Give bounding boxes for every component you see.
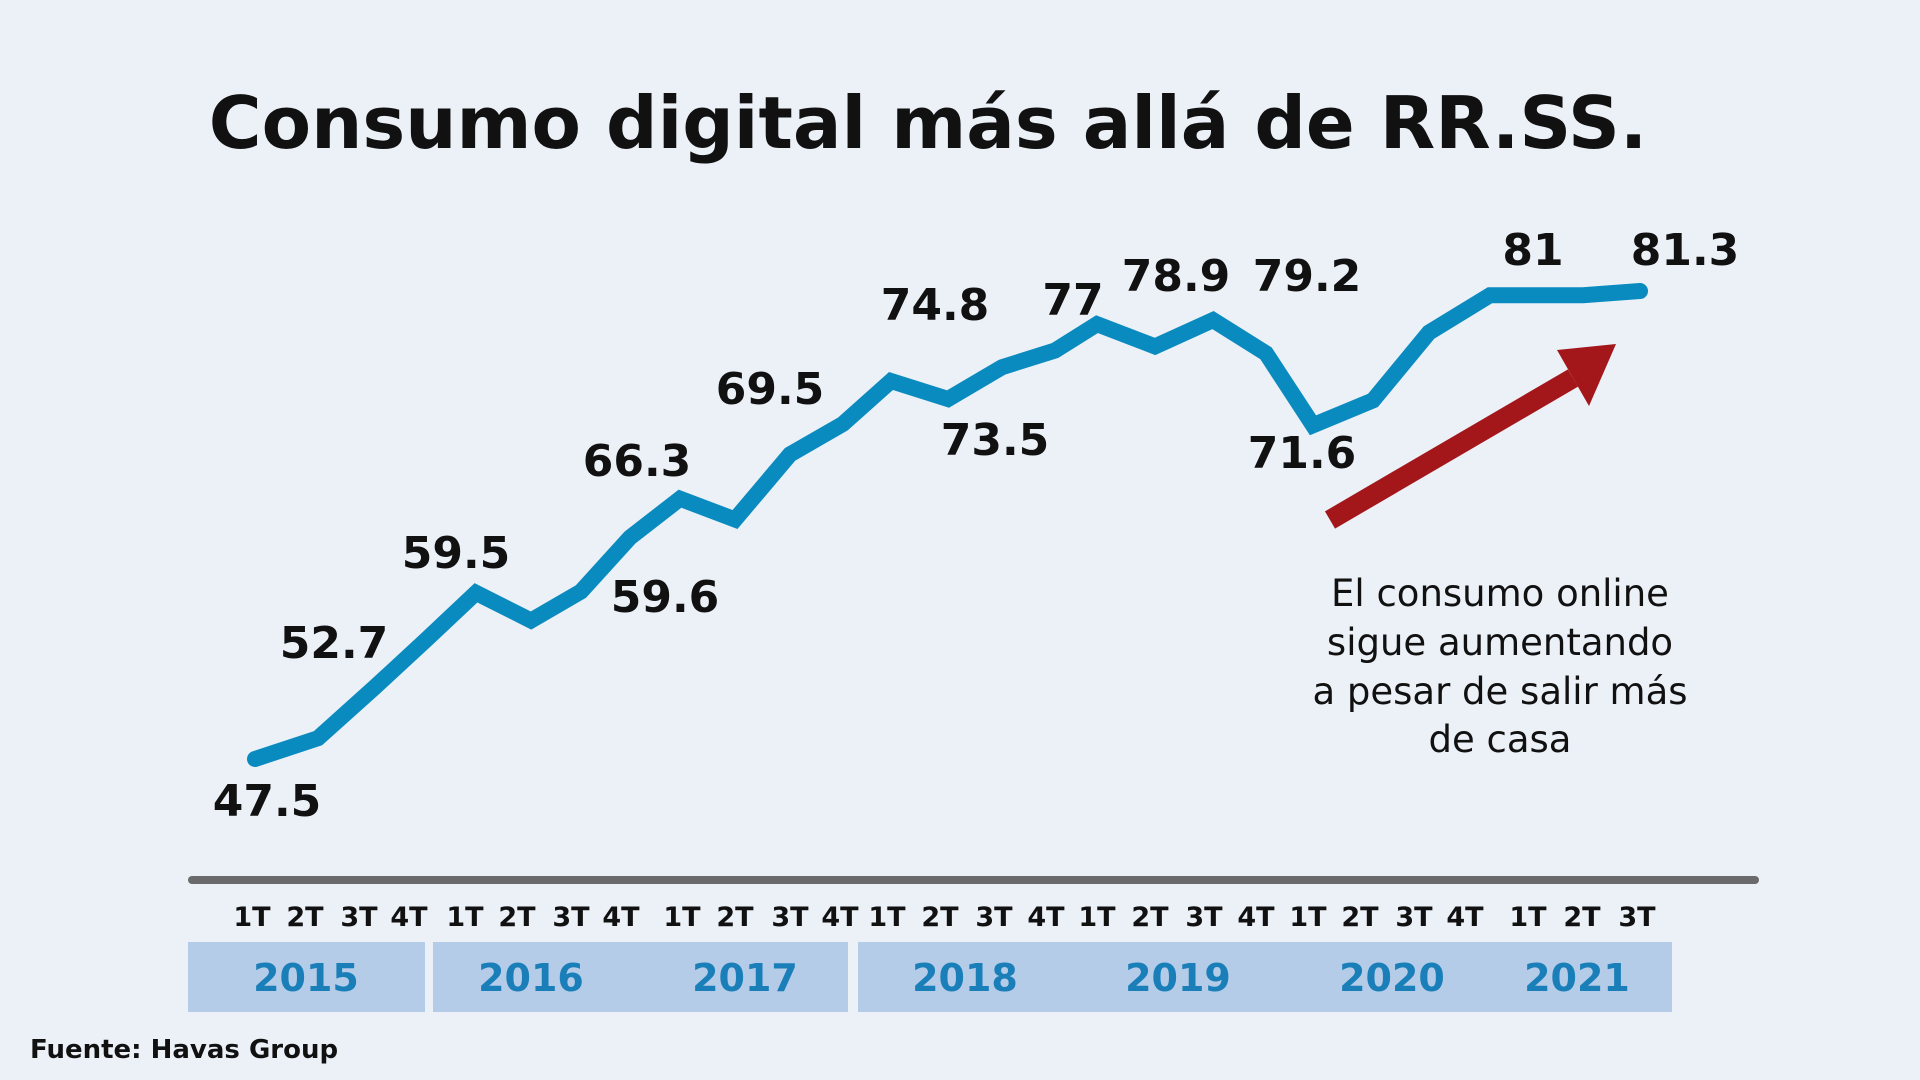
- data-label-26: 81.3: [1631, 225, 1740, 276]
- year-label-2021: 2021: [1524, 956, 1630, 1000]
- quarter-label-6: 3T: [552, 902, 590, 933]
- year-band-1: [433, 942, 848, 1012]
- quarter-label-26: 3T: [1618, 902, 1656, 933]
- data-label-24: 81: [1502, 225, 1563, 276]
- data-label-18: 79.2: [1253, 251, 1362, 302]
- quarter-label-3: 4T: [390, 902, 428, 933]
- year-label-2020: 2020: [1339, 956, 1445, 1000]
- quarter-label-9: 2T: [716, 902, 754, 933]
- trend-arrow-shaft: [1324, 369, 1579, 529]
- trend-arrow-head: [1557, 344, 1616, 406]
- quarter-label-19: 4T: [1237, 902, 1275, 933]
- quarter-label-11: 4T: [821, 902, 859, 933]
- data-label-16: 78.9: [1122, 251, 1231, 302]
- source-note: Fuente: Havas Group: [30, 1035, 338, 1065]
- quarter-label-10: 3T: [771, 902, 809, 933]
- data-label-12: 74.8: [881, 280, 990, 331]
- quarter-label-7: 4T: [602, 902, 640, 933]
- quarter-label-5: 2T: [498, 902, 536, 933]
- quarter-label-13: 2T: [921, 902, 959, 933]
- year-bands: 2015 2016 2017 2018 2019 2020 2021: [188, 942, 1672, 1012]
- quarter-label-14: 3T: [975, 902, 1013, 933]
- data-label-20: 71.6: [1248, 428, 1357, 479]
- annotation-line-3: a pesar de salir más: [1312, 670, 1687, 713]
- quarter-label-15: 4T: [1027, 902, 1065, 933]
- data-label-13: 73.5: [941, 415, 1050, 466]
- data-label-6: 59.6: [611, 572, 720, 623]
- year-label-2019: 2019: [1125, 956, 1231, 1000]
- data-label-0: 47.5: [213, 776, 322, 827]
- year-band-2: [858, 942, 1672, 1012]
- quarter-label-24: 1T: [1509, 902, 1547, 933]
- quarter-label-16: 1T: [1078, 902, 1116, 933]
- data-label-2: 52.7: [280, 618, 389, 669]
- quarter-label-12: 1T: [868, 902, 906, 933]
- quarter-label-2: 3T: [340, 902, 378, 933]
- year-label-2015: 2015: [253, 956, 359, 1000]
- quarter-label-21: 2T: [1341, 902, 1379, 933]
- quarter-label-17: 2T: [1131, 902, 1169, 933]
- series-group: [247, 283, 1648, 767]
- quarter-label-20: 1T: [1289, 902, 1327, 933]
- chart-title: Consumo digital más allá de RR.SS.: [209, 81, 1647, 165]
- annotation-line-1: El consumo online: [1331, 572, 1669, 615]
- data-label-10: 69.5: [716, 364, 825, 415]
- year-label-2016: 2016: [478, 956, 584, 1000]
- quarter-label-25: 2T: [1563, 902, 1601, 933]
- trend-arrow: [1324, 344, 1616, 529]
- quarter-label-22: 3T: [1395, 902, 1433, 933]
- year-label-2018: 2018: [912, 956, 1018, 1000]
- annotation-line-2: sigue aumentando: [1327, 621, 1673, 664]
- year-band-0: [188, 942, 425, 1012]
- quarter-label-18: 3T: [1185, 902, 1223, 933]
- quarter-label-0: 1T: [233, 902, 271, 933]
- data-labels: 47.5 52.7 59.5 59.6 66.3 69.5 74.8 73.5 77 78.9 79…: [213, 225, 1740, 827]
- data-label-4: 59.5: [402, 528, 511, 579]
- quarter-labels: 1T 2T 3T 4T 1T 2T 3T 4T 1T 2T 3T 4T 1T 2T 3T 4T 1T 2T 3T 4T…: [233, 902, 1656, 933]
- quarter-label-8: 1T: [663, 902, 701, 933]
- quarter-label-1: 2T: [286, 902, 324, 933]
- annotation-line-4: de casa: [1429, 718, 1572, 761]
- quarter-label-4: 1T: [446, 902, 484, 933]
- data-label-8: 66.3: [583, 436, 692, 487]
- year-label-2017: 2017: [692, 956, 798, 1000]
- quarter-label-23: 4T: [1446, 902, 1484, 933]
- data-label-15: 77: [1042, 275, 1103, 326]
